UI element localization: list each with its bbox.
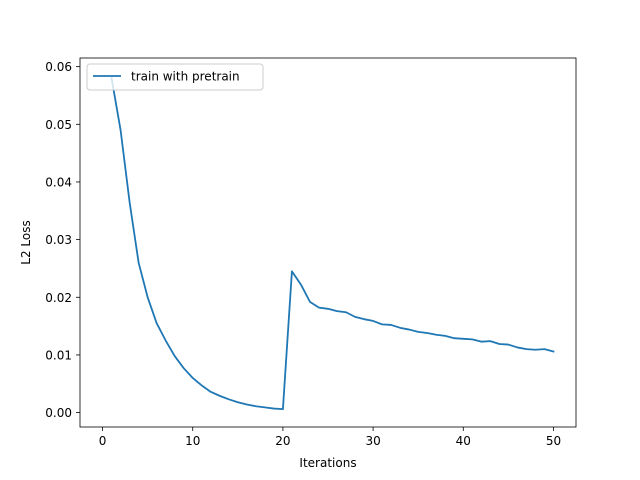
y-tick-label: 0.00: [45, 406, 72, 420]
legend-label: train with pretrain: [131, 70, 240, 84]
legend-box: [86, 63, 264, 91]
tick-group: 0 10 20 30 40 50 0.00 0.01 0.02 0.03 0.04 0.05 0.06: [45, 60, 561, 448]
x-tick-label: 30: [365, 434, 380, 448]
x-tick-label: 0: [99, 434, 107, 448]
x-tick-label: 10: [185, 434, 200, 448]
series-line-train-with-pretrain: [110, 77, 555, 411]
legend: train with pretrain: [86, 63, 264, 91]
y-tick-label: 0.01: [45, 348, 72, 362]
x-axis-label: Iterations: [299, 456, 356, 470]
y-tick-label: 0.03: [45, 233, 72, 247]
x-tick-label: 40: [456, 434, 471, 448]
y-axis-label: L2 Loss: [19, 220, 33, 264]
plot-frame: [79, 57, 577, 428]
x-tick-label: 20: [275, 434, 290, 448]
y-tick-label: 0.06: [45, 60, 72, 74]
y-tick-label: 0.02: [45, 291, 72, 305]
y-tick-label: 0.04: [45, 175, 72, 189]
y-tick-label: 0.05: [45, 118, 72, 132]
x-tick-label: 50: [546, 434, 561, 448]
